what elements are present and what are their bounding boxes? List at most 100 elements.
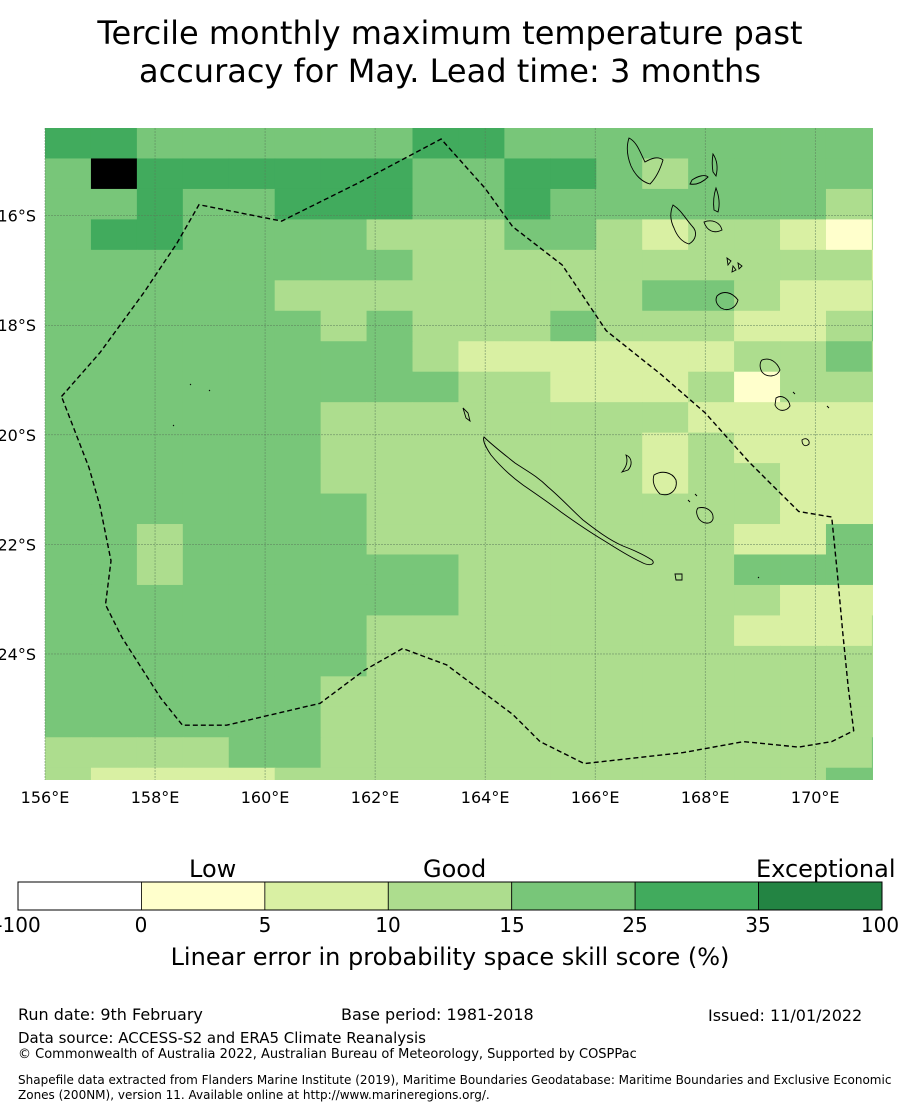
grid-cell	[504, 310, 551, 342]
grid-cell	[825, 615, 873, 647]
grid-cell	[412, 158, 460, 190]
grid-cell	[320, 402, 368, 434]
legend-word-exceptional: Exceptional	[756, 855, 896, 883]
grid-cell	[412, 280, 460, 312]
grid-cell	[642, 554, 689, 586]
grid-cell	[458, 737, 505, 769]
grid-cell	[825, 249, 873, 281]
grid-cell	[90, 402, 138, 434]
ouvea-island	[620, 454, 632, 473]
grid-cell	[366, 249, 414, 281]
grid-cell	[90, 737, 138, 769]
grid-cell	[320, 432, 368, 464]
grid-cell	[136, 493, 184, 525]
grid-cell	[90, 310, 138, 342]
grid-cell	[274, 645, 322, 677]
grid-cell	[596, 341, 643, 373]
grid-cell	[871, 249, 873, 281]
grid-cell	[734, 798, 781, 829]
grid-cell	[136, 310, 184, 342]
grid-cell	[780, 402, 827, 434]
grid-cell	[734, 280, 781, 312]
grid-cell	[320, 676, 368, 708]
grid-cell	[504, 524, 551, 556]
grid-cell	[780, 371, 827, 403]
grid-cell	[734, 432, 781, 464]
grid-cell	[45, 219, 92, 251]
erromango-island	[759, 358, 781, 377]
grid-cell	[688, 767, 735, 780]
grid-cell	[366, 402, 414, 434]
grid-cell	[550, 219, 597, 251]
grid-cell	[320, 737, 368, 769]
grid-cell	[780, 767, 827, 780]
grid-cell	[871, 767, 873, 780]
grid-cell	[504, 371, 551, 403]
grid-cell	[274, 554, 322, 586]
grid-cell	[734, 767, 781, 780]
grid-cell	[274, 493, 322, 525]
grid-cell	[780, 493, 827, 525]
grid-cell	[320, 371, 368, 403]
grid-cell	[366, 524, 414, 556]
grid-cell	[734, 402, 781, 434]
grid-cell	[412, 219, 460, 251]
grid-cell	[274, 219, 322, 251]
grid-cell	[550, 706, 597, 738]
grid-cell	[45, 188, 92, 220]
grid-cell	[45, 554, 92, 586]
grid-cell	[412, 554, 460, 586]
grid-cell	[45, 158, 92, 190]
grid-cell	[412, 676, 460, 708]
grid-cell	[871, 524, 873, 556]
grid-cell	[412, 615, 460, 647]
grid-cell	[228, 554, 276, 586]
grid-cell	[90, 463, 138, 495]
grid-cell	[642, 188, 689, 220]
colorbar-frame	[17, 881, 883, 911]
small-islets	[172, 383, 830, 579]
grid-cell	[550, 584, 597, 617]
grid-cell	[366, 493, 414, 525]
grid-cell	[136, 128, 184, 160]
grid-cell	[136, 706, 184, 738]
grid-cell	[780, 249, 827, 281]
grid-cell	[550, 249, 597, 281]
latitude-tick-label: 20°S	[0, 426, 36, 445]
grid-cell	[688, 158, 735, 190]
grid-cell	[825, 188, 873, 220]
grid-cell	[734, 676, 781, 708]
grid-cell	[320, 341, 368, 373]
grid-cell	[734, 219, 781, 251]
grid-cell	[45, 310, 92, 342]
grid-cell	[825, 341, 873, 373]
grid-cell	[871, 554, 873, 586]
grid-cell	[458, 280, 505, 312]
grid-cell	[780, 554, 827, 586]
grid-cell	[45, 493, 92, 525]
grid-cell	[550, 158, 597, 190]
grid-cell	[642, 341, 689, 373]
colorbar-tick-label: -100	[0, 913, 41, 937]
grid-cell	[458, 188, 505, 220]
colorbar-segment	[17, 881, 142, 911]
grid-cell	[871, 188, 873, 220]
grid-cell	[688, 432, 735, 464]
longitude-tick-label: 162°E	[351, 788, 400, 807]
grid-cell	[734, 706, 781, 738]
grid-cell	[274, 371, 322, 403]
grid-cell	[780, 615, 827, 647]
espiritu-santo-island	[626, 137, 664, 185]
grid-cell	[550, 493, 597, 525]
grid-cell	[228, 249, 276, 281]
grid-cell	[320, 249, 368, 281]
grid-cell	[182, 249, 230, 281]
grid-cell	[274, 584, 322, 617]
grid-cell	[688, 188, 735, 220]
grid-cell	[596, 463, 643, 495]
grid-cell	[688, 463, 735, 495]
grid-cell	[550, 554, 597, 586]
grid-cell	[504, 737, 551, 769]
mare-island	[696, 507, 714, 524]
grid-cell	[780, 310, 827, 342]
